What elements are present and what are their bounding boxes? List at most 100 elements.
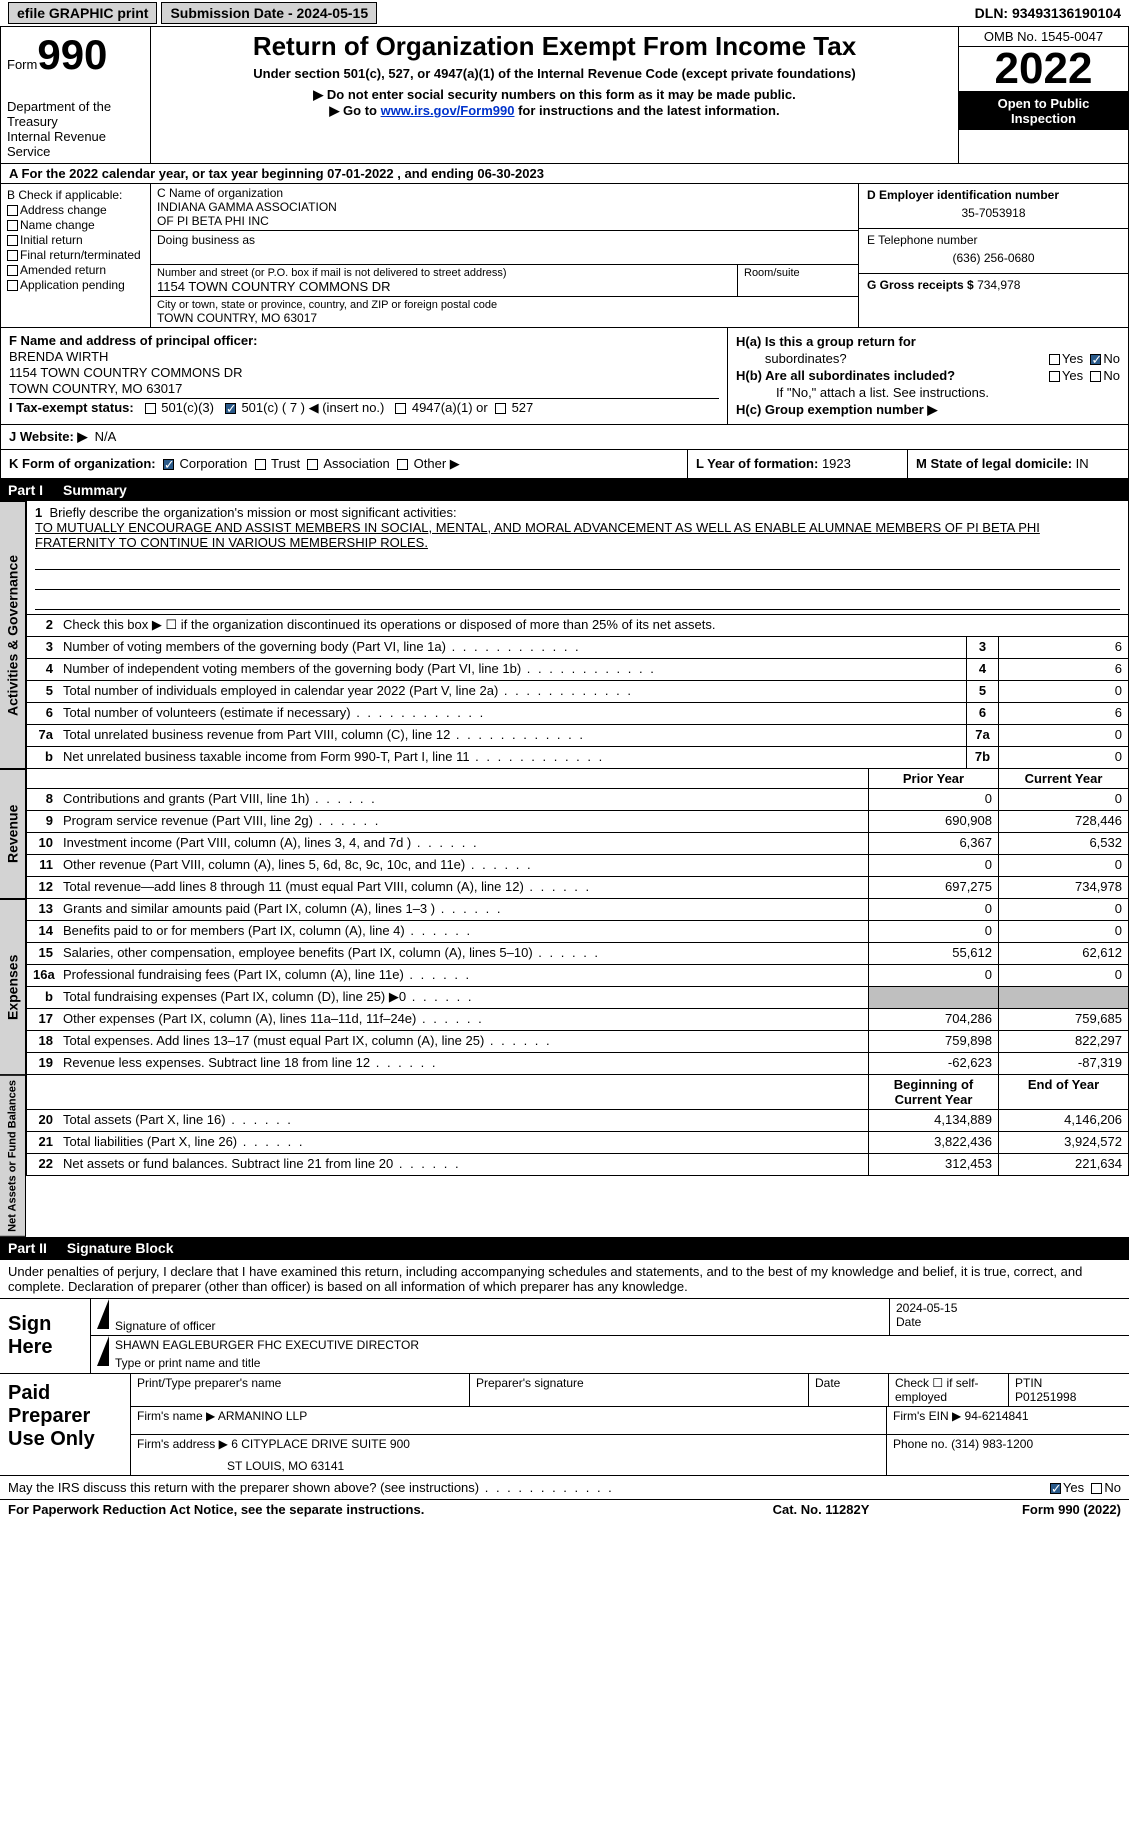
chk-final[interactable]: Final return/terminated xyxy=(7,248,144,262)
chk-501c3[interactable] xyxy=(145,403,156,414)
ha-sub: subordinates? xyxy=(765,351,847,366)
prep-line1: Print/Type preparer's name Preparer's si… xyxy=(131,1374,1129,1407)
line-19: 19 Revenue less expenses. Subtract line … xyxy=(26,1053,1129,1075)
current: 3,924,572 xyxy=(998,1132,1128,1153)
desc: Contributions and grants (Part VIII, lin… xyxy=(59,789,868,810)
h-right: H(a) Is this a group return for subordin… xyxy=(728,328,1128,424)
current: 0 xyxy=(998,855,1128,876)
hb-no[interactable] xyxy=(1090,371,1101,382)
current: 734,978 xyxy=(998,877,1128,898)
city: TOWN COUNTRY, MO 63017 xyxy=(157,311,852,325)
num: 15 xyxy=(27,943,59,964)
prep-body: Print/Type preparer's name Preparer's si… xyxy=(130,1374,1129,1475)
val: 0 xyxy=(998,681,1128,702)
sig-officer-row: Signature of officer 2024-05-15 Date xyxy=(91,1299,1129,1336)
org-name1: INDIANA GAMMA ASSOCIATION xyxy=(157,200,852,214)
firm-addr2: ST LOUIS, MO 63141 xyxy=(137,1451,880,1473)
prior: 0 xyxy=(868,899,998,920)
gov-line-7a: 7a Total unrelated business revenue from… xyxy=(26,725,1129,747)
discuss-no[interactable] xyxy=(1091,1483,1102,1494)
note2: ▶ Go to www.irs.gov/Form990 for instruct… xyxy=(159,103,950,119)
b-label: B Check if applicable: xyxy=(7,188,144,202)
row-fgh: F Name and address of principal officer:… xyxy=(0,328,1129,425)
desc: Total assets (Part X, line 16) xyxy=(59,1110,868,1131)
ha-yes[interactable] xyxy=(1049,354,1060,365)
hb-yes[interactable] xyxy=(1049,371,1060,382)
current: 759,685 xyxy=(998,1009,1128,1030)
discuss-yes[interactable] xyxy=(1050,1483,1061,1494)
current-hdr: Current Year xyxy=(998,769,1128,788)
gov-line-6: 6 Total number of volunteers (estimate i… xyxy=(26,703,1129,725)
line-9: 9 Program service revenue (Part VIII, li… xyxy=(26,811,1129,833)
col-b: B Check if applicable: Address change Na… xyxy=(1,184,151,327)
chk-4947[interactable] xyxy=(395,403,406,414)
irs-link[interactable]: www.irs.gov/Form990 xyxy=(381,103,515,118)
note2-post: for instructions and the latest informat… xyxy=(514,103,779,118)
num: 19 xyxy=(27,1053,59,1074)
form-990: 990 xyxy=(37,31,107,78)
footer-question: May the IRS discuss this return with the… xyxy=(0,1475,1129,1499)
street-label: Number and street (or P.O. box if mail i… xyxy=(157,267,731,279)
current: -87,319 xyxy=(998,1053,1128,1074)
header-right: OMB No. 1545-0047 2022 Open to Public In… xyxy=(958,27,1128,163)
netassets-section: Net Assets or Fund Balances Beginning of… xyxy=(0,1075,1129,1237)
vlabel-gov: Activities & Governance xyxy=(0,501,26,769)
efile-button[interactable]: efile GRAPHIC print xyxy=(8,2,157,24)
gov-line-5: 5 Total number of individuals employed i… xyxy=(26,681,1129,703)
prior-hdr: Prior Year xyxy=(868,769,998,788)
desc: Number of independent voting members of … xyxy=(59,659,966,680)
dln-value: 93493136190104 xyxy=(1012,5,1121,21)
chk-initial[interactable]: Initial return xyxy=(7,233,144,247)
submission-button[interactable]: Submission Date - 2024-05-15 xyxy=(161,2,377,24)
top-bar: efile GRAPHIC print Submission Date - 20… xyxy=(0,0,1129,26)
sig-name: SHAWN EAGLEBURGER FHC EXECUTIVE DIRECTOR xyxy=(115,1338,1123,1356)
prior: 759,898 xyxy=(868,1031,998,1052)
num: 21 xyxy=(27,1132,59,1153)
num: 16a xyxy=(27,965,59,986)
chk-amended[interactable]: Amended return xyxy=(7,263,144,277)
chk-527[interactable] xyxy=(495,403,506,414)
num: 13 xyxy=(27,899,59,920)
ein: 35-7053918 xyxy=(867,202,1120,224)
num: 14 xyxy=(27,921,59,942)
current: 0 xyxy=(998,921,1128,942)
desc: Total fundraising expenses (Part IX, col… xyxy=(59,987,868,1008)
room-cell: Room/suite xyxy=(738,265,858,296)
main-info: B Check if applicable: Address change Na… xyxy=(0,184,1129,328)
chk-trust[interactable] xyxy=(255,459,266,470)
gov-line-b: b Net unrelated business taxable income … xyxy=(26,747,1129,769)
line-14: 14 Benefits paid to or for members (Part… xyxy=(26,921,1129,943)
line-13: 13 Grants and similar amounts paid (Part… xyxy=(26,899,1129,921)
hb-label: H(b) Are all subordinates included? xyxy=(736,368,955,383)
chk-pending[interactable]: Application pending xyxy=(7,278,144,292)
chk-assoc[interactable] xyxy=(307,459,318,470)
chk-name[interactable]: Name change xyxy=(7,218,144,232)
prior: 0 xyxy=(868,921,998,942)
gov-content: 1 Briefly describe the organization's mi… xyxy=(26,501,1129,769)
chk-501c[interactable] xyxy=(225,403,236,414)
chk-address[interactable]: Address change xyxy=(7,203,144,217)
box: 4 xyxy=(966,659,998,680)
inspection: Open to Public Inspection xyxy=(959,92,1128,130)
k-cell: K Form of organization: Corporation Trus… xyxy=(1,450,688,478)
part2-header: Part II Signature Block xyxy=(0,1237,1129,1259)
prior: 6,367 xyxy=(868,833,998,854)
dba-cell: Doing business as xyxy=(151,231,858,265)
num: 17 xyxy=(27,1009,59,1030)
chk-corp[interactable] xyxy=(163,459,174,470)
num: 10 xyxy=(27,833,59,854)
hb-note: If "No," attach a list. See instructions… xyxy=(736,385,1120,400)
ha-no[interactable] xyxy=(1090,354,1101,365)
row-klm: K Form of organization: Corporation Trus… xyxy=(0,450,1129,479)
current: 728,446 xyxy=(998,811,1128,832)
4947: 4947(a)(1) or xyxy=(412,400,488,415)
tri-icon xyxy=(91,1299,109,1335)
chk-other[interactable] xyxy=(397,459,408,470)
num: 6 xyxy=(27,703,59,724)
rev-content: Prior Year Current Year 8 Contributions … xyxy=(26,769,1129,899)
gov-line-2: 2 Check this box ▶ ☐ if the organization… xyxy=(26,615,1129,637)
part2-label: Part II xyxy=(8,1240,47,1256)
m-cell: M State of legal domicile: IN xyxy=(908,450,1128,478)
name-label: C Name of organization xyxy=(157,186,852,200)
mission: 1 Briefly describe the organization's mi… xyxy=(26,501,1129,615)
